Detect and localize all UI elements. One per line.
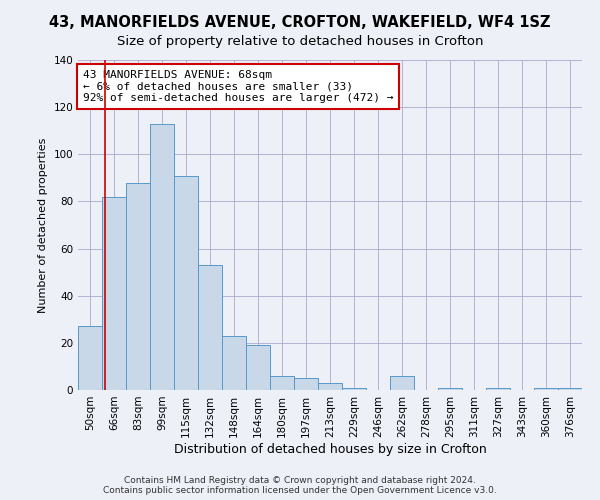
X-axis label: Distribution of detached houses by size in Crofton: Distribution of detached houses by size … bbox=[173, 442, 487, 456]
Bar bbox=[486, 388, 510, 390]
Bar bbox=[78, 326, 102, 390]
Bar bbox=[318, 383, 342, 390]
Bar bbox=[246, 345, 270, 390]
Bar bbox=[342, 388, 366, 390]
Bar bbox=[126, 182, 150, 390]
Bar bbox=[534, 388, 558, 390]
Text: Size of property relative to detached houses in Crofton: Size of property relative to detached ho… bbox=[117, 35, 483, 48]
Bar bbox=[294, 378, 318, 390]
Text: Contains HM Land Registry data © Crown copyright and database right 2024.
Contai: Contains HM Land Registry data © Crown c… bbox=[103, 476, 497, 495]
Bar bbox=[198, 265, 222, 390]
Y-axis label: Number of detached properties: Number of detached properties bbox=[38, 138, 48, 312]
Bar bbox=[438, 388, 462, 390]
Bar bbox=[558, 388, 582, 390]
Text: 43, MANORFIELDS AVENUE, CROFTON, WAKEFIELD, WF4 1SZ: 43, MANORFIELDS AVENUE, CROFTON, WAKEFIE… bbox=[49, 15, 551, 30]
Bar bbox=[174, 176, 198, 390]
Text: 43 MANORFIELDS AVENUE: 68sqm
← 6% of detached houses are smaller (33)
92% of sem: 43 MANORFIELDS AVENUE: 68sqm ← 6% of det… bbox=[83, 70, 394, 103]
Bar bbox=[270, 376, 294, 390]
Bar bbox=[390, 376, 414, 390]
Bar bbox=[222, 336, 246, 390]
Bar bbox=[150, 124, 174, 390]
Bar bbox=[102, 196, 126, 390]
